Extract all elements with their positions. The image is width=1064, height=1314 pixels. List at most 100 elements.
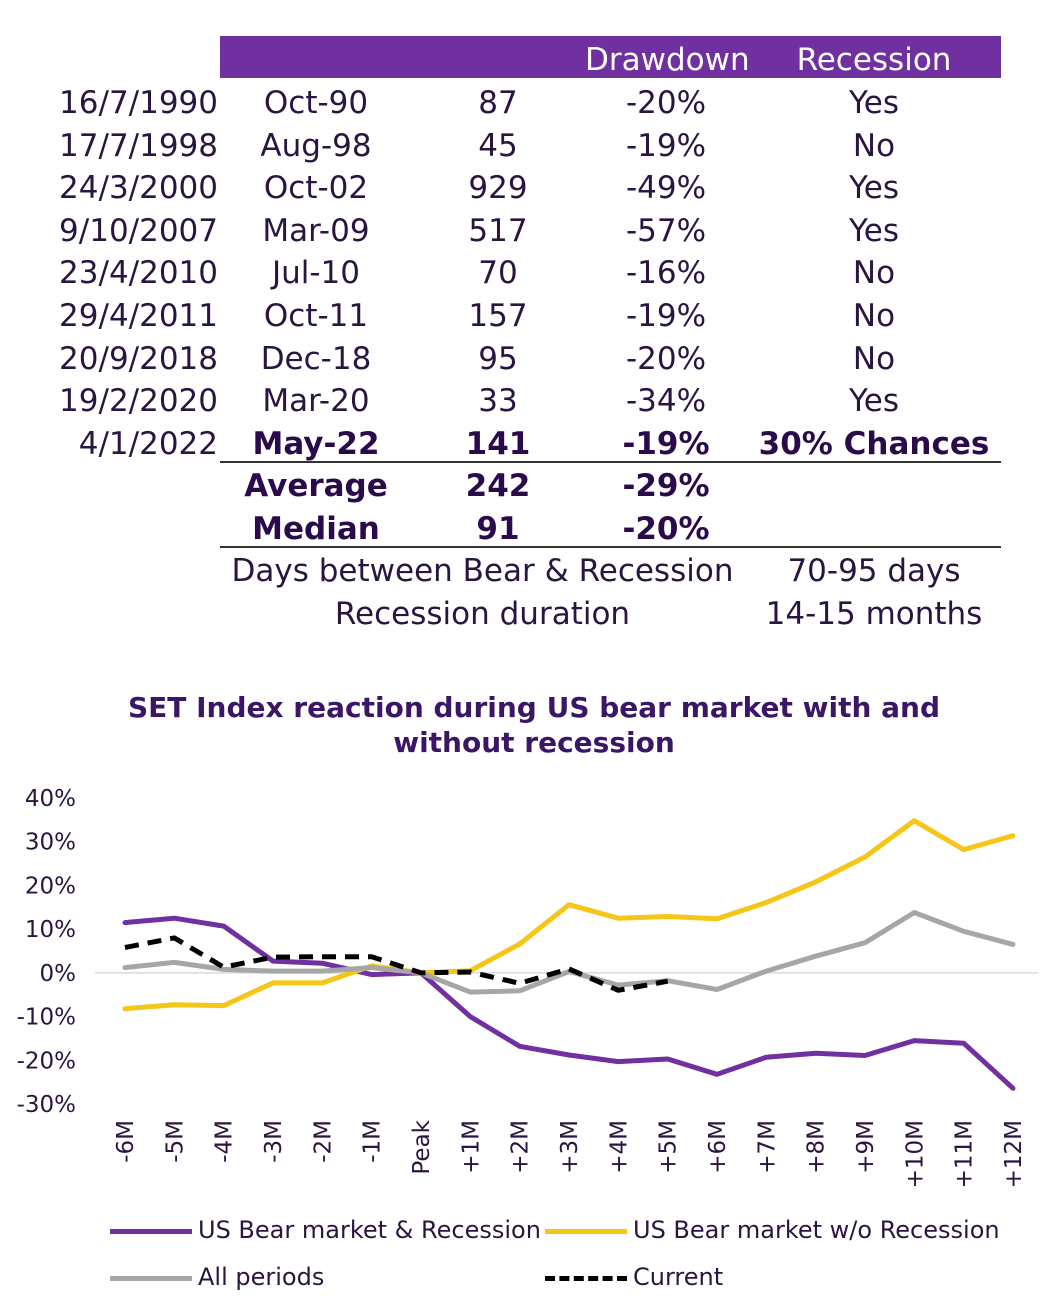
summary-median-drawdown: -20% [622,510,710,547]
row-6-drawdown: -19% [625,298,707,334]
row-3-drawdown: -49% [625,170,707,207]
legend-swatch [545,1228,627,1234]
row-4-date: 9/10/2007 [59,212,218,249]
x-tick-label: +4M [606,1120,632,1174]
table-rule-top [220,461,1001,463]
legend-swatch [545,1275,627,1281]
y-tick-label: 0% [40,961,77,987]
y-tick-label: 30% [25,830,76,856]
row-4-recession: Yes [848,212,900,249]
footer-label-lag: Days between Bear & Recession [231,553,734,589]
table-rule-bottom [220,546,1001,548]
row-3-month: Oct-02 [263,170,369,207]
row-9-days: 141 [465,425,531,462]
x-tick-label: +1M [458,1120,484,1174]
row-6-recession: No [852,298,896,334]
x-tick-label: -3M [261,1120,287,1163]
series-1-group [122,818,1016,1012]
row-1-month: Oct-90 [263,85,369,121]
line-chart: 40% 30% 20% 10% 0% -10% -20% -30% -6M -5M -4M -3M -2… [17,786,1038,1188]
row-4-drawdown: -57% [625,212,707,249]
row-7-recession: No [852,340,896,377]
row-5-month: Jul-10 [271,255,361,292]
x-tick-label: +2M [508,1120,534,1174]
x-tick-label: +7M [754,1120,780,1174]
row-3-recession: Yes [848,170,900,207]
chart-title: SET Index reaction during US bear market… [60,690,1008,760]
row-8-recession: Yes [848,383,900,420]
bear-market-table: Drawdown Recession 16/7/1990 Oct-90 87 -20%… [0,0,1064,650]
row-1-date: 16/7/1990 [59,85,218,121]
x-tick-label: -6M [113,1120,139,1163]
row-1-drawdown: -20% [625,85,707,121]
summary-average-days: 242 [465,468,531,504]
row-2-recession: No [852,127,896,164]
row-9-date: 4/1/2022 [78,425,218,462]
row-7-days: 95 [478,340,518,377]
summary-average-label: Average [244,468,388,504]
y-tick-label: -20% [17,1048,76,1074]
row-6-month: Oct-11 [263,298,369,334]
row-2-date: 17/7/1998 [59,127,218,164]
row-9-recession: 30% Chances [758,425,990,462]
series-line-0 [122,915,1016,1091]
x-tick-label: -2M [310,1120,336,1163]
x-tick-label: Peak [409,1119,435,1174]
summary-median-days: 91 [476,510,520,547]
footer-value-duration: 14-15 months [765,596,983,632]
y-tick-label: -10% [17,1005,76,1031]
legend-item-0: US Bear market & Recession [110,1215,541,1245]
row-1-days: 87 [478,85,518,121]
legend-item-1: US Bear market w/o Recession [545,1215,1000,1245]
row-5-date: 23/4/2010 [59,255,218,292]
row-3-days: 929 [468,170,528,207]
legend-label: US Bear market w/o Recession [633,1216,1000,1244]
x-tick-label: +8M [804,1120,830,1174]
row-6-date: 29/4/2011 [59,298,218,334]
chart-title-line-2: without recession [393,726,675,759]
table-header-bar [220,36,1001,78]
row-6-days: 157 [468,298,528,334]
legend-swatch [110,1228,192,1234]
legend-label: All periods [198,1263,325,1291]
summary-average-drawdown: -29% [622,468,710,504]
footer-value-lag: 70-95 days [787,553,961,589]
row-8-month: Mar-20 [262,383,370,420]
x-tick-label: +3M [557,1120,583,1174]
y-tick-label: -30% [17,1092,76,1118]
y-tick-label: 20% [25,873,76,899]
x-tick-label: +5M [656,1120,682,1174]
chart-title-line-1: SET Index reaction during US bear market… [127,691,941,724]
x-tick-label: -4M [212,1120,238,1163]
legend-item-3: Current [545,1262,723,1292]
row-8-days: 33 [478,383,518,420]
row-2-month: Aug-98 [260,127,372,164]
row-4-days: 517 [468,212,528,249]
row-5-drawdown: -16% [625,255,707,292]
row-9-month: May-22 [252,425,380,462]
row-2-days: 45 [478,127,518,164]
row-1-recession: Yes [848,85,900,121]
row-4-month: Mar-09 [262,212,370,249]
series-line-1 [122,818,1016,1012]
row-7-date: 20/9/2018 [59,340,218,377]
footer-label-duration: Recession duration [334,596,631,632]
x-tick-label: +11M [952,1120,978,1188]
x-tick-label: +12M [1001,1120,1027,1188]
header-drawdown: Drawdown [585,42,750,78]
row-2-drawdown: -19% [625,127,707,164]
legend-item-2: All periods [110,1262,324,1292]
series-3-group [124,935,669,993]
x-tick-label: +6M [705,1120,731,1174]
row-8-drawdown: -34% [625,383,707,420]
y-tick-label: 40% [25,786,76,812]
x-tick-label: -1M [360,1120,386,1163]
y-tick-label: 10% [25,917,76,943]
x-tick-label: +9M [853,1120,879,1174]
summary-median-label: Median [252,510,380,547]
x-tick-label: +10M [902,1120,928,1188]
row-8-date: 19/2/2020 [59,383,218,420]
legend-label: US Bear market & Recession [198,1216,541,1244]
row-5-recession: No [852,255,896,292]
series-0-group [122,915,1016,1091]
